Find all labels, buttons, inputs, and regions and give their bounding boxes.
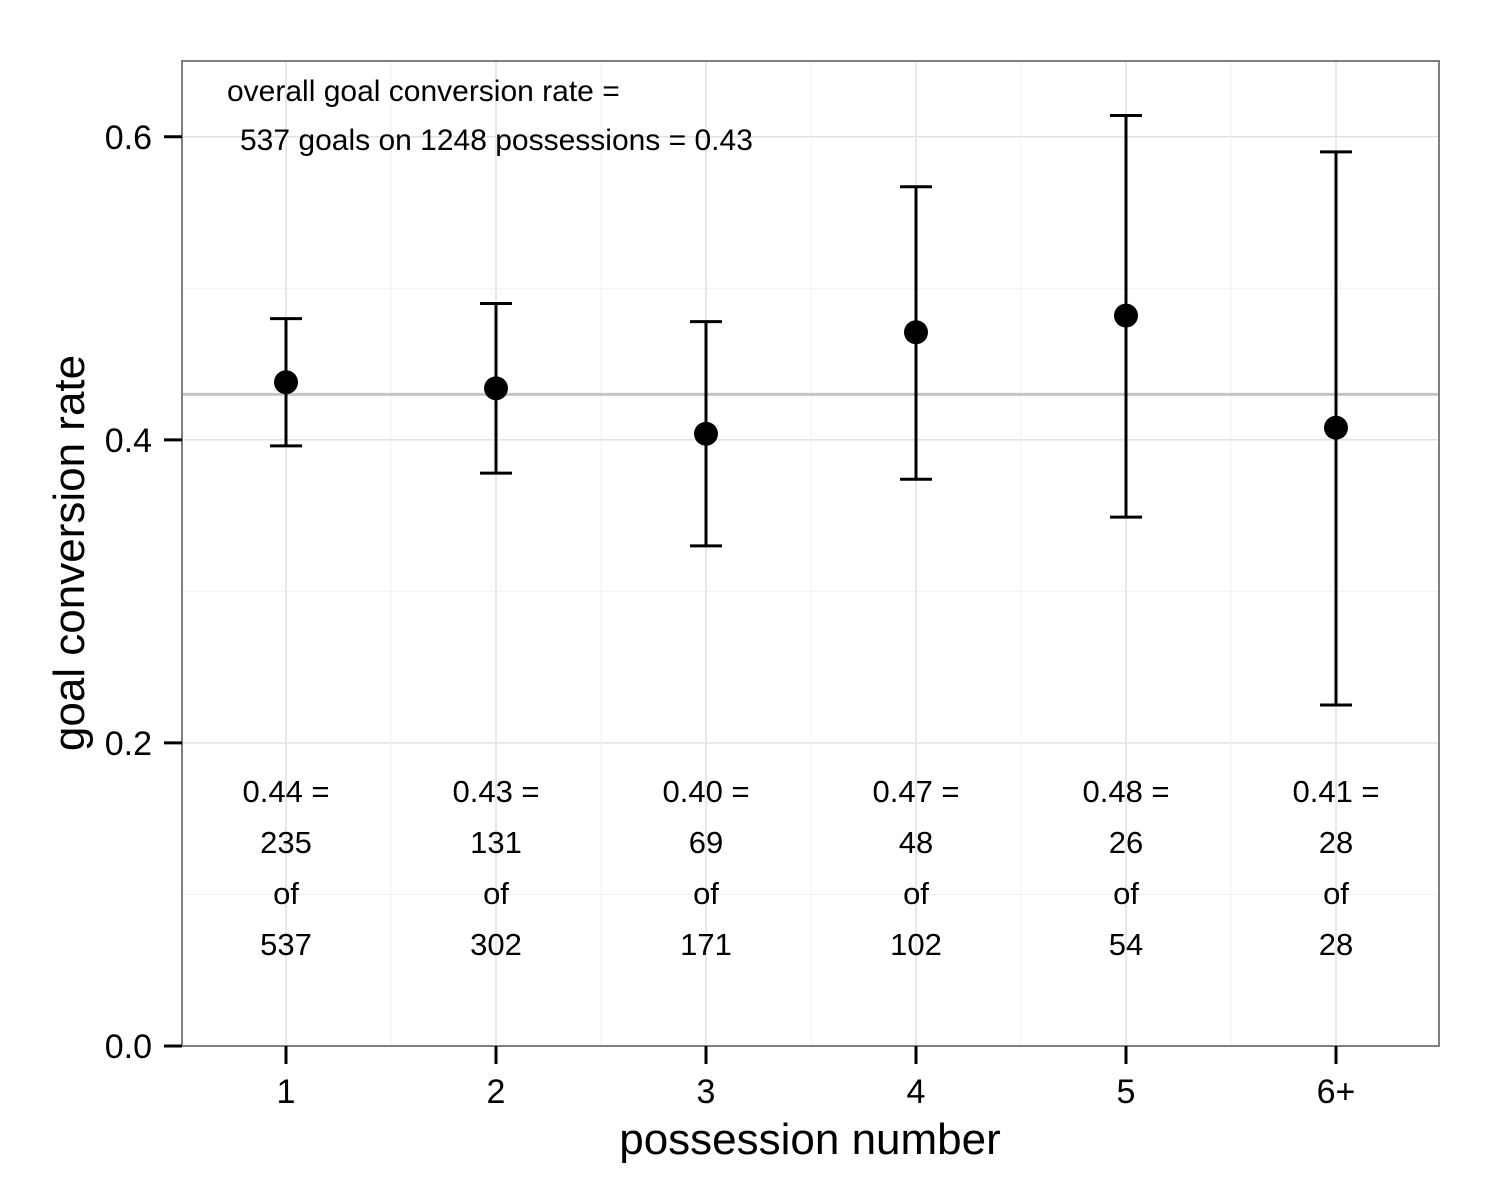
count-label-5-2: of bbox=[1113, 876, 1139, 911]
count-label-1-3: 537 bbox=[260, 927, 312, 962]
count-label-6+-0: 0.41 = bbox=[1292, 774, 1379, 809]
data-point-6+ bbox=[1324, 415, 1348, 440]
x-tick-label-4: 4 bbox=[907, 1073, 926, 1111]
x-tick-label-1: 1 bbox=[277, 1073, 296, 1111]
data-point-1 bbox=[274, 370, 298, 395]
count-label-6+-3: 28 bbox=[1319, 927, 1353, 962]
count-label-1-2: of bbox=[273, 876, 299, 911]
count-label-3-0: 0.40 = bbox=[662, 774, 749, 809]
y-tick-label-0.2: 0.2 bbox=[105, 725, 152, 763]
x-tick-label-3: 3 bbox=[697, 1073, 716, 1111]
count-label-2-1: 131 bbox=[470, 825, 522, 860]
count-label-5-1: 26 bbox=[1109, 825, 1143, 860]
count-label-2-2: of bbox=[483, 876, 509, 911]
data-point-3 bbox=[694, 421, 718, 446]
count-label-5-3: 54 bbox=[1109, 927, 1143, 962]
x-axis-title: possession number bbox=[619, 1115, 1001, 1164]
count-label-5-0: 0.48 = bbox=[1082, 774, 1169, 809]
gridlines bbox=[182, 61, 1439, 1047]
plot-border bbox=[181, 60, 1440, 1047]
annotation-line-2: 537 goals on 1248 possessions = 0.43 bbox=[240, 124, 753, 157]
count-label-6+-1: 28 bbox=[1319, 825, 1353, 860]
count-label-4-3: 102 bbox=[890, 927, 942, 962]
count-label-4-2: of bbox=[903, 876, 929, 911]
annotation-line-1: overall goal conversion rate = bbox=[227, 75, 620, 108]
count-labels: 0.44 = 235 of 537 0.43 = 131 of 302 0.40 = 69 of 17… bbox=[242, 774, 1379, 962]
x-tick-label-2: 2 bbox=[487, 1073, 506, 1111]
y-tick-label-0.4: 0.4 bbox=[105, 422, 152, 460]
data-points bbox=[274, 303, 1348, 446]
data-point-5 bbox=[1114, 303, 1138, 328]
count-label-3-3: 171 bbox=[680, 927, 732, 962]
y-tick-label-0.0: 0.0 bbox=[105, 1028, 152, 1066]
count-label-4-0: 0.47 = bbox=[872, 774, 959, 809]
count-label-4-1: 48 bbox=[899, 825, 933, 860]
count-label-2-3: 302 bbox=[470, 927, 522, 962]
count-label-2-0: 0.43 = bbox=[452, 774, 539, 809]
count-label-3-1: 69 bbox=[689, 825, 723, 860]
data-point-4 bbox=[904, 320, 928, 345]
x-tick-label-6+: 6+ bbox=[1317, 1073, 1356, 1111]
x-tick-label-5: 5 bbox=[1117, 1073, 1136, 1111]
count-label-6+-2: of bbox=[1323, 876, 1349, 911]
y-axis: 0.0 0.2 0.4 0.6 bbox=[105, 119, 182, 1066]
y-axis-title: goal conversion rate bbox=[45, 355, 94, 751]
count-label-1-1: 235 bbox=[260, 825, 312, 860]
y-tick-label-0.6: 0.6 bbox=[105, 119, 152, 157]
count-label-1-0: 0.44 = bbox=[242, 774, 329, 809]
x-axis: 1 2 3 4 5 6+ bbox=[277, 1046, 1356, 1111]
data-point-2 bbox=[484, 376, 508, 401]
count-label-3-2: of bbox=[693, 876, 719, 911]
